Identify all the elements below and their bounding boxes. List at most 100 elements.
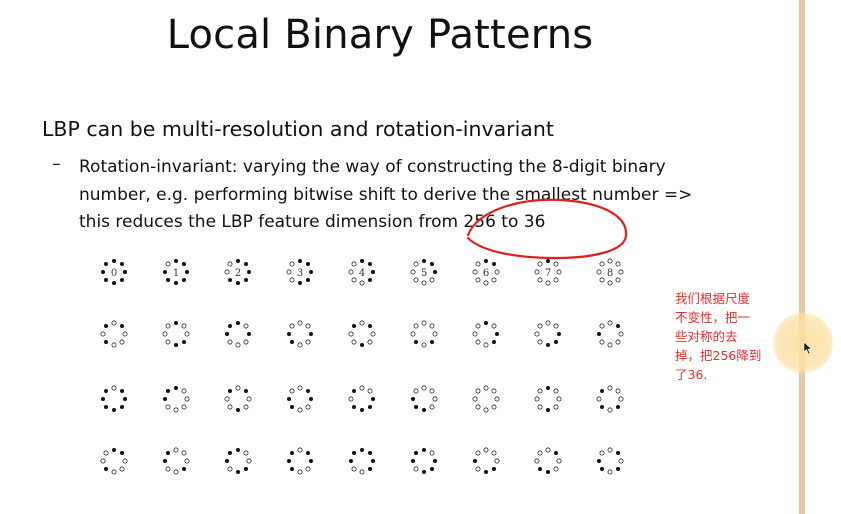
pattern-dot-off	[227, 261, 233, 267]
pattern-dot-on	[600, 467, 604, 471]
pattern-label: 3	[297, 268, 303, 279]
pattern-dot-off	[289, 261, 295, 267]
pattern-dot-off	[289, 277, 295, 283]
pattern-dot-off	[421, 320, 427, 326]
pattern-dot-off	[615, 261, 621, 267]
pattern-dot-on	[368, 467, 372, 471]
pattern-dot-off	[181, 404, 187, 410]
pattern-dot-off	[100, 331, 106, 337]
pattern-dot-on	[104, 389, 108, 393]
pattern-dot-on	[616, 467, 620, 471]
pattern-dot-on	[600, 405, 604, 409]
pattern-dot-on	[244, 262, 248, 266]
pattern-dot-off	[607, 342, 613, 348]
pattern-dot-on	[360, 408, 364, 412]
slide-edge-bar	[799, 0, 805, 514]
pattern-dot-on	[104, 278, 108, 282]
pattern-dot-off	[607, 447, 613, 453]
pattern-label: 6	[483, 268, 489, 279]
pattern-dot-off	[556, 269, 562, 275]
pattern-dot-on	[166, 389, 170, 393]
pattern-dot-on	[433, 459, 437, 463]
pattern-dot-off	[111, 342, 117, 348]
pattern-dot-on	[112, 281, 116, 285]
pattern-dot-off	[537, 261, 543, 267]
pattern-dot-on	[174, 259, 178, 263]
pattern-dot-on	[597, 459, 601, 463]
pattern-dot-on	[411, 397, 415, 401]
pattern-dot-off	[243, 339, 249, 345]
pattern-dot-on	[433, 270, 437, 274]
pattern-dot-off	[599, 323, 605, 329]
pattern-dot-off	[615, 339, 621, 345]
note-line: 我们根据尺度	[675, 291, 751, 306]
pattern-dot-off	[367, 339, 373, 345]
pattern-dot-off	[297, 447, 303, 453]
pattern-dot-off	[119, 339, 125, 345]
pattern-dot-on	[473, 459, 477, 463]
pattern-dot-on	[411, 459, 415, 463]
pattern-dot-on	[236, 470, 240, 474]
pattern-dot-on	[309, 270, 313, 274]
pattern-dot-off	[615, 388, 621, 394]
pattern-dot-on	[414, 405, 418, 409]
pattern-dot-off	[553, 323, 559, 329]
pattern-dot-off	[413, 323, 419, 329]
pattern-dot-on	[309, 397, 313, 401]
pattern-dot-on	[360, 259, 364, 263]
pattern-dot-off	[553, 277, 559, 283]
pattern-dot-off	[537, 323, 543, 329]
pattern-dot-on	[492, 467, 496, 471]
pattern-dot-on	[368, 278, 372, 282]
pattern-dot-on	[163, 270, 167, 274]
pattern-dot-off	[243, 450, 249, 456]
pattern-dot-off	[103, 450, 109, 456]
pattern-dot-off	[553, 261, 559, 267]
pattern-dot-on	[484, 470, 488, 474]
pattern-dot-on	[368, 405, 372, 409]
sub-bullet-line: Rotation-invariant: varying the way of c…	[79, 157, 666, 177]
pattern-dot-off	[165, 261, 171, 267]
pattern-dot-off	[475, 404, 481, 410]
pattern-dot-off	[305, 404, 311, 410]
pattern-dot-off	[494, 396, 500, 402]
slide: Local Binary Patterns LBP can be multi-r…	[42, 12, 693, 475]
pattern-dot-off	[491, 277, 497, 283]
pattern-dot-off	[607, 469, 613, 475]
pattern-dot-off	[475, 323, 481, 329]
pattern-label: 5	[421, 268, 427, 279]
pattern-dot-on	[182, 278, 186, 282]
pattern-dot-off	[243, 404, 249, 410]
pattern-dot-off	[553, 388, 559, 394]
pattern-dot-off	[618, 458, 624, 464]
pattern-dot-on	[554, 340, 558, 344]
pattern-dot-on	[174, 343, 178, 347]
pattern-dot-off	[100, 458, 106, 464]
pattern-dot-on	[306, 262, 310, 266]
pattern-dot-off	[173, 407, 179, 413]
pattern-dot-off	[553, 466, 559, 472]
pattern-dot-off	[607, 280, 613, 286]
pattern-dot-on	[368, 262, 372, 266]
pattern-dot-on	[349, 459, 353, 463]
pattern-dot-on	[120, 324, 124, 328]
pattern-dot-on	[306, 278, 310, 282]
pattern-dot-off	[359, 280, 365, 286]
pattern-dot-off	[359, 469, 365, 475]
pattern-dot-off	[370, 331, 376, 337]
pattern-dot-on	[244, 467, 248, 471]
pattern-dot-off	[173, 447, 179, 453]
pattern-dot-off	[305, 323, 311, 329]
pattern-dot-off	[553, 404, 559, 410]
pattern-dot-on	[309, 459, 313, 463]
pattern-dot-off	[483, 407, 489, 413]
pattern-dot-off	[475, 466, 481, 472]
pattern-label: 4	[359, 268, 365, 279]
pattern-dot-on	[554, 451, 558, 455]
pattern-dot-off	[618, 331, 624, 337]
pattern-dot-on	[546, 259, 550, 263]
pattern-dot-off	[289, 323, 295, 329]
pattern-dot-off	[184, 331, 190, 337]
pattern-dot-off	[432, 331, 438, 337]
pattern-dot-on	[228, 389, 232, 393]
